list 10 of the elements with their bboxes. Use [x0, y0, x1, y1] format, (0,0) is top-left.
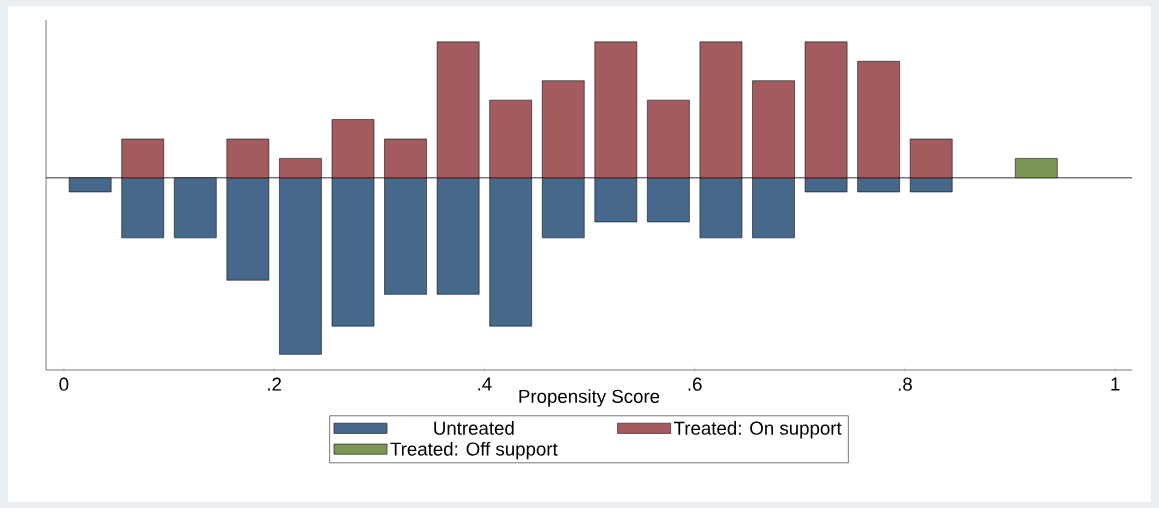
x-axis-title: Propensity Score: [519, 389, 660, 407]
legend-label: Treated: On support: [674, 421, 842, 439]
x-tick-label: 1: [1111, 377, 1120, 391]
x-tick-label: .8: [898, 377, 912, 391]
x-tick-label: .4: [478, 377, 492, 391]
text: Untreated: [434, 421, 514, 435]
x-tick-label: 0: [59, 377, 69, 391]
x-tick-label: .2: [268, 377, 281, 391]
x-tick-label: .6: [688, 377, 702, 391]
legend-label: Treated: Off support: [390, 441, 558, 460]
